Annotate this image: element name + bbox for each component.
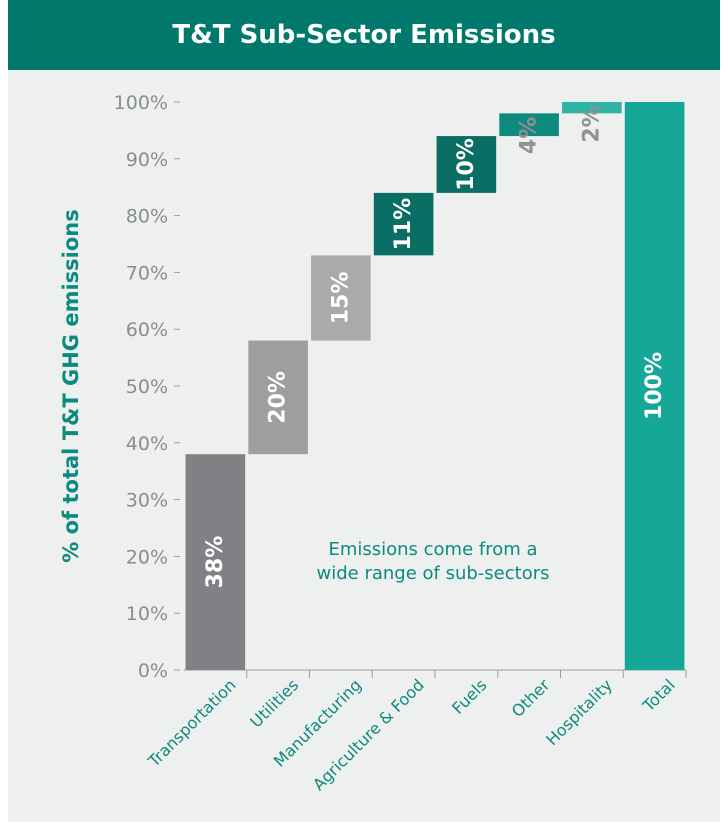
data-label: 100% xyxy=(642,352,667,420)
y-tick-label: 100% xyxy=(114,92,168,114)
bar-manufacturing xyxy=(311,255,371,341)
x-tick-label: Hospitality xyxy=(542,675,616,749)
data-label: 20% xyxy=(266,371,291,424)
y-tick-label: 70% xyxy=(126,262,168,284)
x-tick-label: Fuels xyxy=(448,675,490,717)
annotation-text: wide range of sub-sectors xyxy=(317,563,550,584)
x-tick-label: Total xyxy=(638,675,679,716)
x-tick-label: Other xyxy=(508,675,554,721)
chart-card: T&T Sub-Sector Emissions xyxy=(8,0,720,822)
bar-other xyxy=(499,113,559,137)
x-tick-label: Transportation xyxy=(144,675,240,771)
y-tick-label: 30% xyxy=(126,490,168,512)
y-tick-label: 90% xyxy=(126,149,168,171)
annotation-text: Emissions come from a xyxy=(328,539,537,560)
data-label: 38% xyxy=(203,536,228,589)
y-tick-label: 20% xyxy=(126,546,168,568)
bar-utilities xyxy=(248,340,308,455)
y-tick-label: 80% xyxy=(126,206,168,228)
y-tick-label: 10% xyxy=(126,603,168,625)
bar-total xyxy=(624,102,685,670)
y-tick-label: 40% xyxy=(126,433,168,455)
data-label: 15% xyxy=(328,272,353,325)
data-label: 4% xyxy=(517,117,542,154)
x-tick-label: Utilities xyxy=(246,675,302,731)
bar-hospitality xyxy=(562,102,622,114)
bar-fuels xyxy=(436,136,497,193)
data-label: 10% xyxy=(454,138,479,191)
data-label: 11% xyxy=(391,198,416,251)
x-tick-label: Agriculture & Food xyxy=(309,675,428,794)
chart-title: T&T Sub-Sector Emissions xyxy=(8,0,720,70)
data-label: 2% xyxy=(579,105,604,142)
y-tick-label: 60% xyxy=(126,319,168,341)
y-tick-label: 50% xyxy=(126,376,168,398)
y-tick-label: 0% xyxy=(138,660,168,682)
y-axis-label: % of total T&T GHG emissions xyxy=(59,209,83,562)
bar-transportation xyxy=(185,454,246,670)
bar-agriculture-food xyxy=(373,192,434,256)
